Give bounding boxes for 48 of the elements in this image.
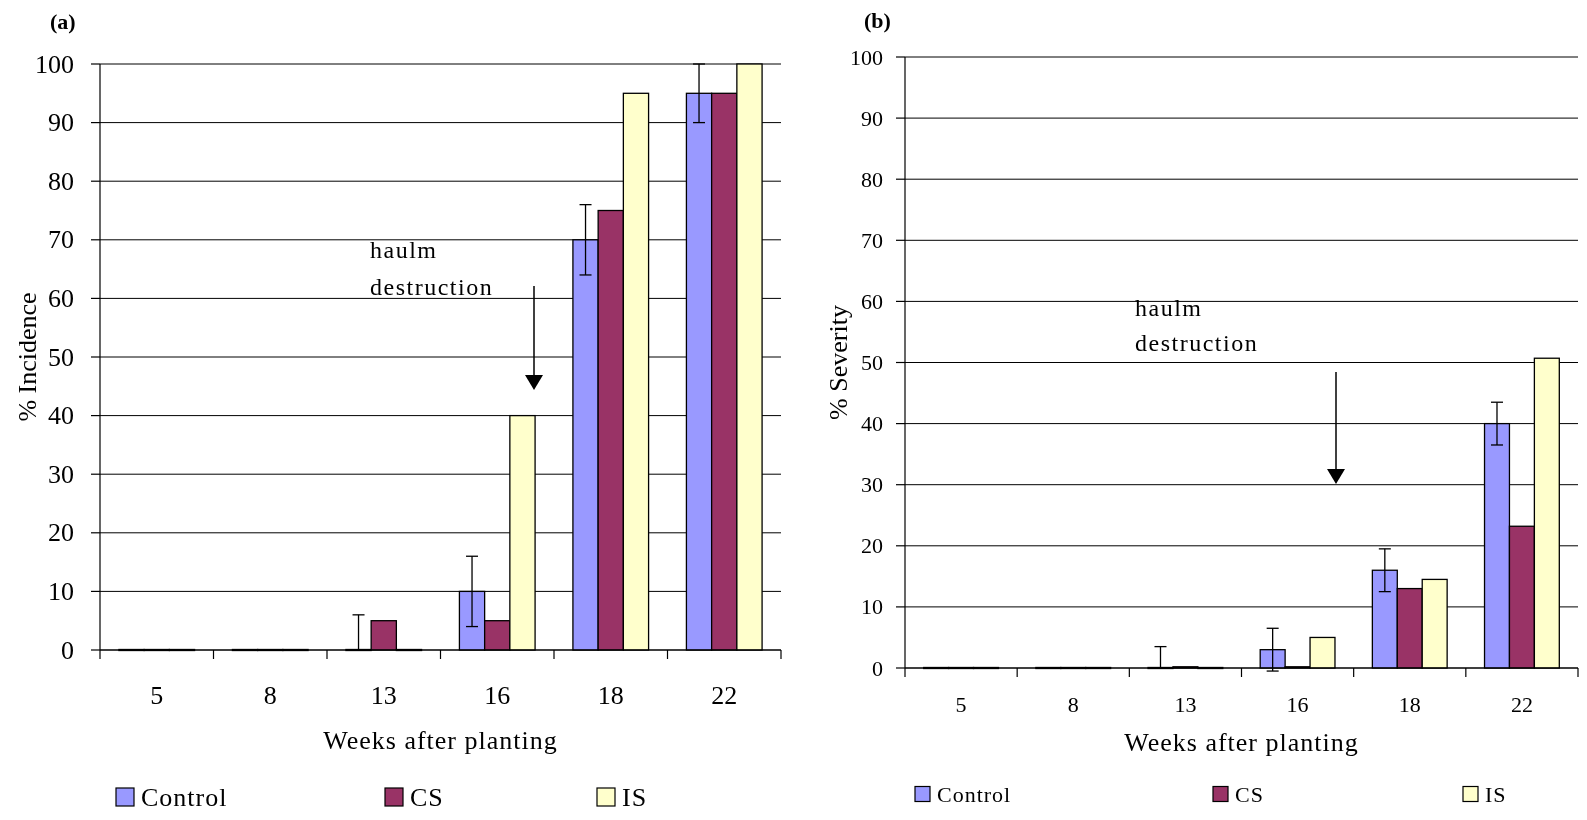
legend-label: IS — [1485, 781, 1507, 807]
y-axis-title: % Severity — [823, 305, 853, 420]
y-tick-label: 30 — [48, 459, 74, 489]
x-tick-label: 22 — [711, 680, 738, 710]
y-tick-label: 70 — [861, 227, 883, 253]
y-tick-label: 0 — [61, 635, 74, 665]
legend-label: CS — [410, 782, 444, 812]
x-tick-label: 8 — [1067, 691, 1079, 717]
x-tick-label: 8 — [263, 680, 277, 710]
annotation: haulm destruction — [370, 237, 494, 300]
x-tick-label: 5 — [955, 691, 967, 717]
y-tick-label: 50 — [48, 342, 74, 372]
y-tick-label: 0 — [872, 655, 883, 681]
legend-label: Control — [141, 782, 228, 812]
y-tick-label: 20 — [48, 518, 74, 548]
chart-title: (a) — [50, 8, 76, 34]
chart-title: (b) — [864, 7, 891, 33]
x-axis-title: Weeks after planting — [1124, 727, 1359, 757]
y-tick-label: 100 — [35, 49, 74, 79]
y-tick-label: 50 — [861, 350, 883, 375]
y-tick-label: 100 — [850, 44, 883, 70]
x-axis-title: Weeks after planting — [323, 725, 558, 755]
y-tick-label: 80 — [48, 166, 74, 196]
y-tick-label: 80 — [861, 166, 883, 192]
x-tick-label: 18 — [597, 680, 624, 710]
x-tick-label: 22 — [1510, 691, 1533, 717]
legend-label: Control — [937, 781, 1012, 807]
legend-label: CS — [1235, 781, 1264, 807]
x-tick-label: 13 — [1174, 691, 1197, 717]
annotation: haulm destruction — [1135, 295, 1259, 356]
y-tick-label: 90 — [48, 108, 74, 138]
y-tick-label: 60 — [48, 283, 74, 313]
y-tick-label: 20 — [861, 533, 883, 559]
y-tick-label: 10 — [861, 594, 883, 620]
x-tick-label: 13 — [370, 680, 397, 710]
y-tick-label: 70 — [48, 225, 74, 255]
legend-label: IS — [622, 782, 648, 812]
y-tick-label: 40 — [861, 411, 883, 437]
y-tick-label: 40 — [48, 401, 74, 431]
x-tick-label: 18 — [1398, 691, 1421, 717]
y-tick-label: 90 — [861, 105, 883, 131]
y-tick-label: 60 — [861, 288, 883, 314]
y-axis-title: % Incidence — [12, 292, 42, 422]
x-tick-label: 5 — [150, 680, 164, 710]
y-tick-label: 10 — [48, 576, 74, 606]
x-tick-label: 16 — [484, 680, 511, 710]
x-tick-label: 16 — [1286, 691, 1309, 717]
y-tick-label: 30 — [861, 472, 883, 498]
